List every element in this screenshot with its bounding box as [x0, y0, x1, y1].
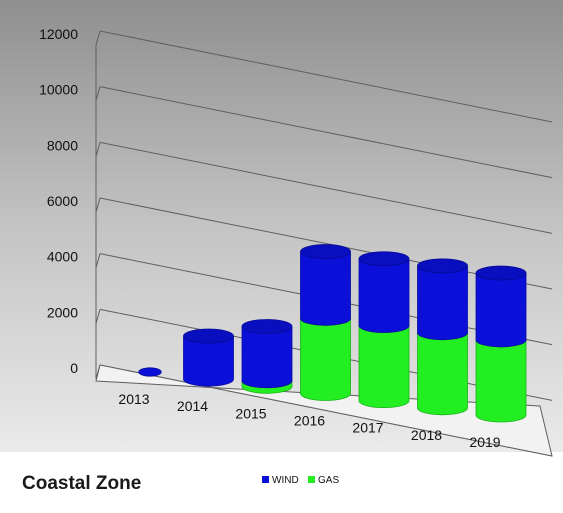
- legend-swatch-gas: [308, 476, 315, 483]
- y-tick-label: 0: [70, 360, 78, 376]
- chart-title: Coastal Zone: [22, 473, 141, 494]
- y-tick-label: 12000: [39, 26, 78, 42]
- bars: [138, 244, 527, 423]
- gridline: [99, 86, 553, 179]
- gridline-side: [95, 197, 101, 213]
- gridline: [99, 141, 553, 234]
- bar-segment-wind: [358, 251, 410, 333]
- gridline-side: [95, 86, 101, 101]
- y-tick-label: 4000: [47, 249, 78, 265]
- gridline: [99, 30, 553, 123]
- bar-segment-wind: [183, 328, 234, 387]
- tick-labels: 0 2000 4000 6000 8000 10000 12000 2013 2014 2015 2…: [39, 26, 501, 450]
- x-tick-label: 2019: [469, 434, 500, 450]
- legend-label-wind: WIND: [272, 475, 299, 486]
- y-tick-label: 2000: [47, 304, 78, 320]
- legend-label-gas: GAS: [318, 475, 339, 486]
- x-tick-label: 2016: [294, 413, 325, 429]
- legend-swatch-wind: [262, 476, 269, 483]
- gridline-side: [95, 309, 101, 324]
- y-tick-label: 6000: [47, 193, 78, 209]
- bar-segment-wind: [241, 319, 293, 389]
- gridline-side: [95, 30, 101, 46]
- bar-segment-wind: [475, 265, 527, 348]
- y-tick-label: 10000: [39, 82, 78, 98]
- y-tick-label: 8000: [47, 137, 78, 153]
- x-tick-label: 2014: [177, 398, 208, 414]
- bar-segment-wind: [300, 244, 351, 326]
- x-tick-label: 2018: [411, 427, 442, 443]
- legend: WIND GAS: [262, 475, 339, 486]
- gridline-side: [95, 253, 101, 268]
- bar-segment-wind: [417, 258, 468, 341]
- x-tick-label: 2017: [352, 420, 383, 436]
- gridline-side: [95, 142, 101, 157]
- x-tick-label: 2013: [118, 391, 149, 407]
- chart-footer-panel: [0, 452, 563, 508]
- x-tick-label: 2015: [235, 405, 266, 421]
- bar-segment-empty: [138, 367, 162, 377]
